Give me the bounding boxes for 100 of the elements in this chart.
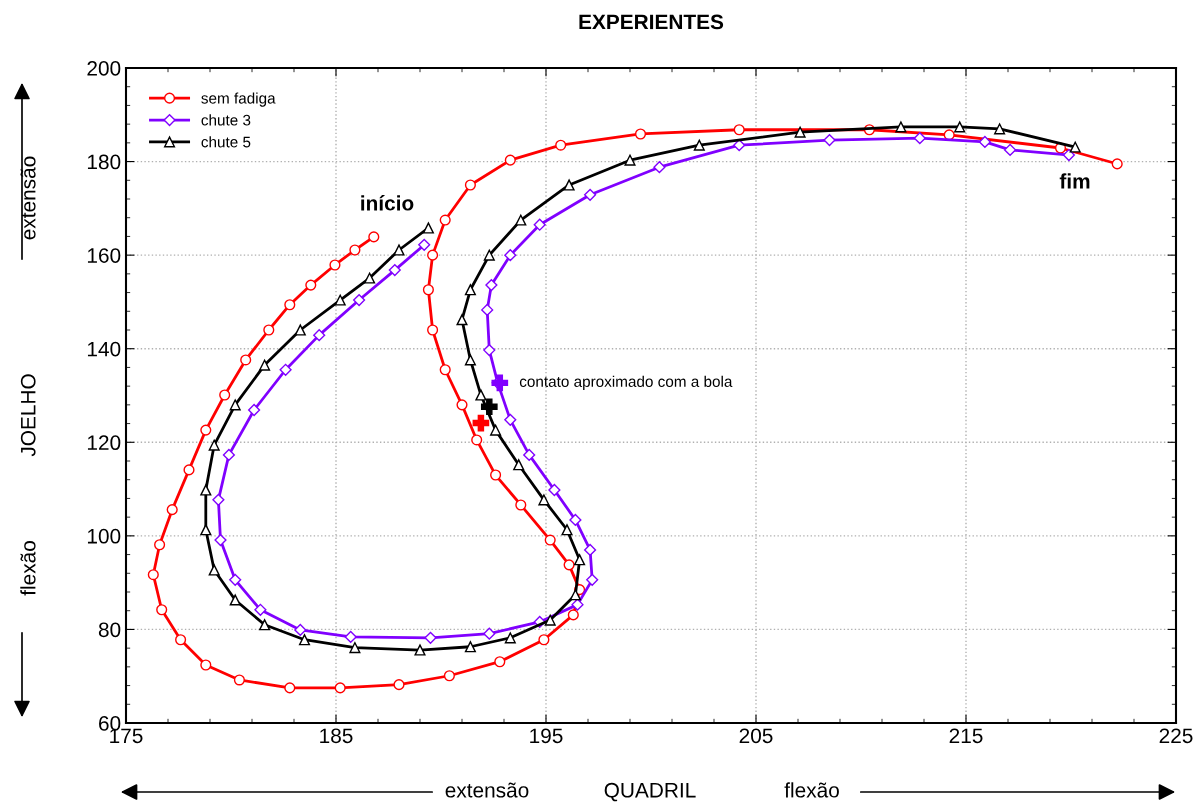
point (563, 559, 575, 571)
point (548, 483, 561, 497)
point (147, 569, 159, 581)
point (156, 604, 168, 616)
point (913, 132, 926, 145)
text: extensão (20, 156, 36, 240)
point (567, 609, 579, 621)
point (544, 534, 556, 546)
point (490, 469, 502, 481)
annotation: início (361, 195, 414, 211)
annotation: fim (1059, 173, 1090, 189)
point (978, 135, 991, 149)
point (533, 218, 546, 231)
x-tick-label: 185 (320, 728, 353, 744)
point (254, 603, 267, 616)
point (563, 179, 575, 191)
point (349, 244, 361, 256)
point (439, 214, 451, 226)
point (584, 188, 597, 201)
legend-label: sem fadiga (201, 92, 276, 107)
point (895, 121, 907, 133)
point (634, 128, 647, 140)
point (733, 124, 745, 136)
point (353, 293, 366, 307)
point (212, 493, 225, 506)
x-tick-label: 225 (1159, 728, 1193, 744)
point (456, 314, 468, 326)
point (464, 179, 476, 191)
point (464, 641, 476, 653)
x-axis-title: QUADRIL (604, 782, 696, 802)
point (414, 644, 426, 656)
point (229, 399, 241, 411)
point (200, 659, 212, 671)
point (259, 619, 271, 631)
point (279, 363, 292, 376)
point (483, 249, 495, 261)
legend-label: chute 3 (201, 114, 251, 126)
x-tick-label: 205 (739, 728, 773, 744)
point (427, 324, 439, 336)
y-tick-label: 80 (98, 622, 121, 638)
point (733, 139, 746, 152)
y-tick-label: 120 (87, 435, 121, 451)
point (464, 354, 476, 366)
y-tick-label: 160 (87, 248, 121, 263)
point (653, 161, 666, 174)
point (219, 389, 231, 401)
point (1062, 148, 1075, 162)
text: flexão (784, 782, 839, 798)
point (305, 279, 317, 291)
point (471, 434, 483, 446)
point (555, 139, 567, 151)
point (475, 389, 487, 401)
point (561, 524, 573, 536)
point (298, 634, 311, 646)
point (418, 238, 431, 251)
point (483, 344, 496, 357)
point (388, 264, 401, 277)
point (586, 573, 599, 586)
point (481, 303, 494, 316)
point (175, 634, 187, 646)
point (200, 424, 212, 436)
text: flexão (20, 541, 36, 596)
point (329, 259, 341, 271)
point (794, 126, 806, 138)
point (538, 494, 550, 506)
point (344, 630, 357, 644)
point (248, 403, 261, 417)
point (994, 123, 1006, 135)
legend-label: chute 5 (201, 136, 251, 148)
point (154, 539, 166, 551)
point (294, 324, 306, 336)
point (208, 564, 220, 576)
point (504, 413, 517, 426)
point (240, 354, 252, 366)
point (334, 682, 346, 694)
point (393, 679, 405, 691)
point (569, 513, 582, 527)
point (1004, 143, 1017, 156)
y-axis-title: JOELHO (20, 374, 36, 457)
point (233, 674, 245, 686)
point (422, 222, 434, 234)
point (491, 374, 509, 392)
point (364, 272, 376, 284)
point (569, 589, 581, 601)
point (515, 214, 527, 226)
y-tick-label: 100 (87, 528, 121, 544)
point (424, 631, 437, 644)
point (480, 398, 498, 416)
point (368, 231, 380, 243)
point (1069, 141, 1081, 153)
annotation: contato aproximado com a bola (519, 375, 733, 390)
point (294, 623, 307, 636)
point (513, 459, 525, 471)
point (214, 533, 227, 547)
point (439, 364, 451, 376)
point (504, 154, 516, 166)
point (443, 670, 455, 682)
point (229, 594, 241, 606)
point (490, 424, 502, 436)
point (504, 249, 517, 262)
